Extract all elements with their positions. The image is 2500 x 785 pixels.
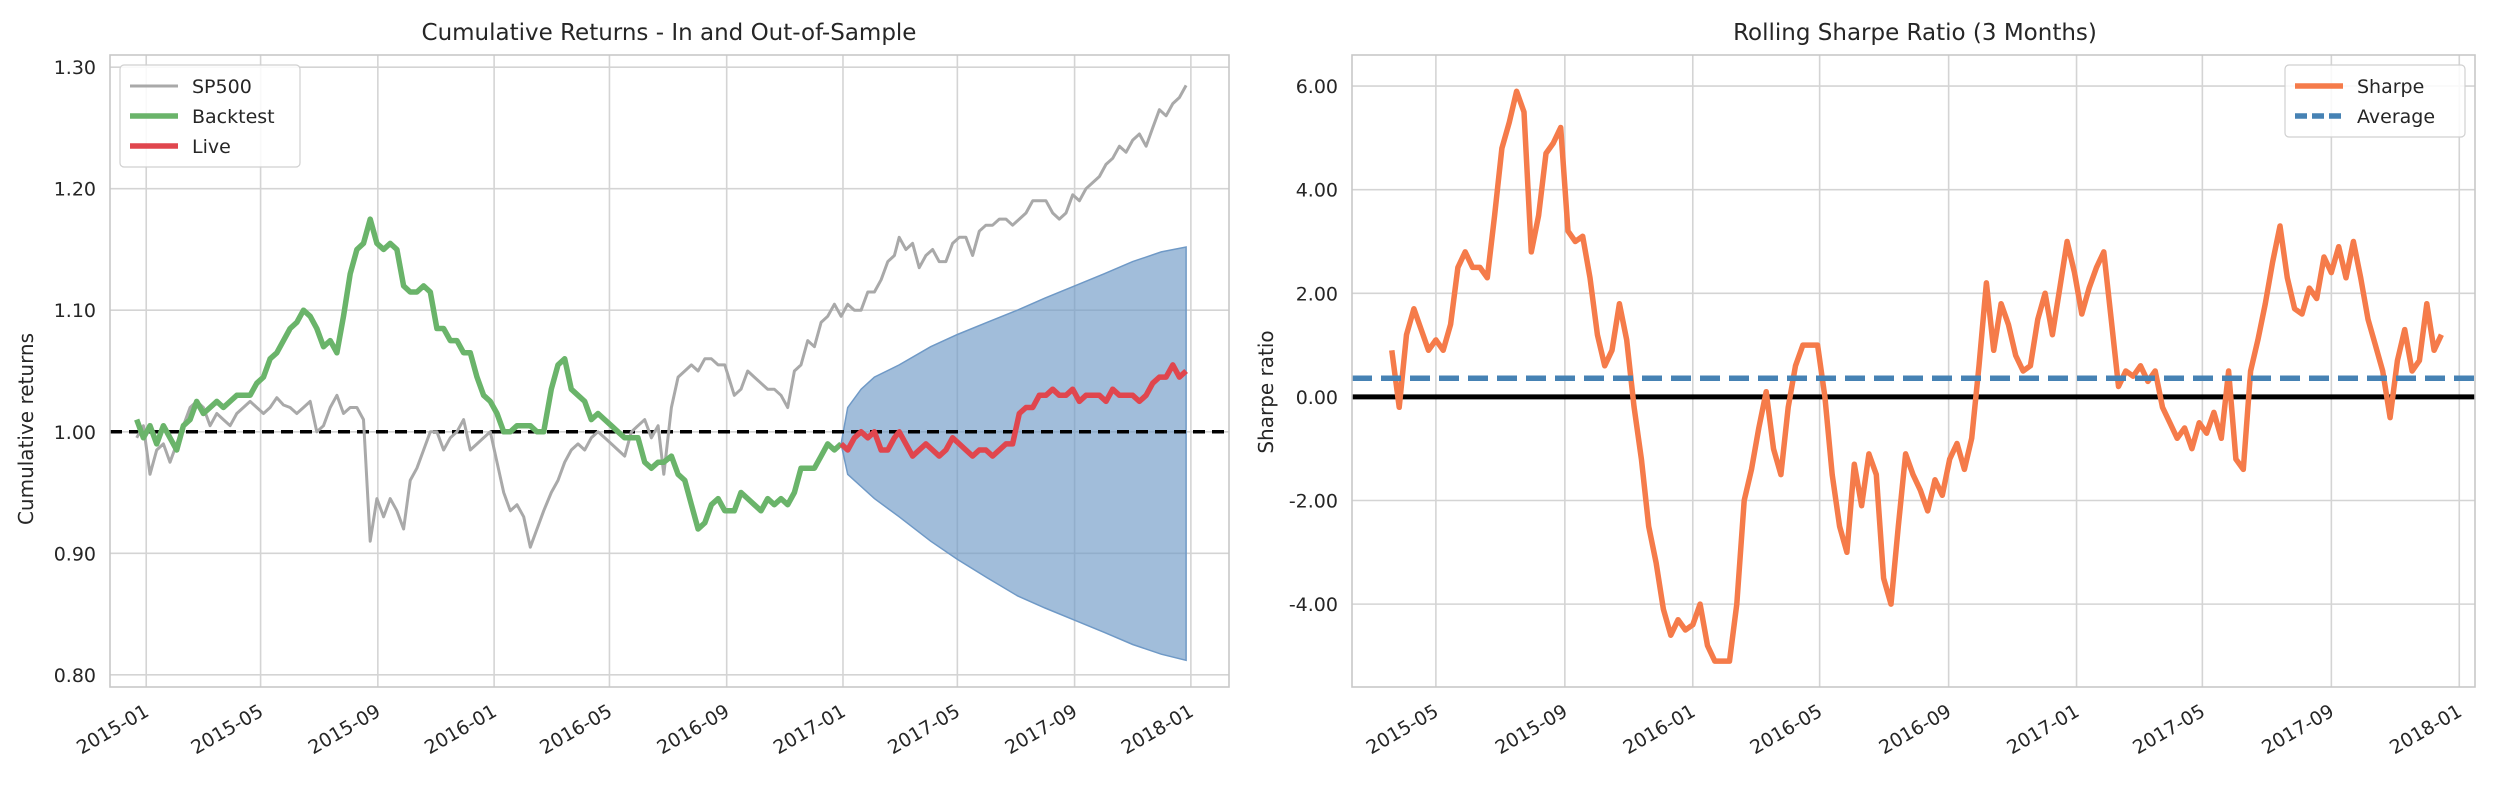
series-line-sp500 xyxy=(135,84,1188,549)
y-tick-label: 0.80 xyxy=(54,665,96,687)
x-tick-labels: 2015-01 2015-05 2015-09 2016-01 2016-05 2016-… xyxy=(73,700,1197,759)
y-tick-label: 2.00 xyxy=(1296,283,1338,305)
x-tick-label: 2018-01 xyxy=(1118,700,1198,759)
x-tick-label: 2017-05 xyxy=(884,700,964,759)
legend: SP500 Backtest Live xyxy=(119,64,301,168)
x-tick-labels: 2015-05 2015-09 2016-01 2016-05 2016-09 2017-… xyxy=(1363,700,2466,759)
legend-label-live: Live xyxy=(192,136,231,158)
y-tick-label: -2.00 xyxy=(1289,491,1338,513)
x-tick-label: 2015-09 xyxy=(1492,700,1572,759)
x-tick-label: 2015-05 xyxy=(1363,700,1443,759)
plot-frame xyxy=(109,54,1230,688)
y-tick-label: 6.00 xyxy=(1296,76,1338,98)
x-tick-label: 2016-05 xyxy=(536,700,616,759)
x-tick-label: 2016-01 xyxy=(1620,700,1700,759)
plot-frame xyxy=(1351,54,2476,688)
x-tick-label: 2017-09 xyxy=(2258,700,2338,759)
x-tick-label: 2017-09 xyxy=(1001,700,1081,759)
cone-area xyxy=(840,246,1187,662)
x-tick-label: 2016-09 xyxy=(1875,700,1955,759)
y-tick-label: 1.00 xyxy=(54,422,96,444)
series-lines xyxy=(1352,88,2475,664)
x-tick-label: 2016-05 xyxy=(1746,700,1826,759)
x-tick-label: 2015-09 xyxy=(305,700,385,759)
y-tick-label: 4.00 xyxy=(1296,180,1338,202)
y-tick-label: 1.20 xyxy=(54,179,96,201)
legend-box xyxy=(2284,64,2466,138)
series-line-backtest xyxy=(134,216,843,532)
y-tick-label: 0.00 xyxy=(1296,387,1338,409)
legend-label-sp500: SP500 xyxy=(192,76,252,98)
y-tick-label: -4.00 xyxy=(1289,594,1338,616)
legend-label-sharpe: Sharpe xyxy=(2357,76,2424,98)
legend-label-average: Average xyxy=(2357,106,2435,128)
rolling-sharpe-chart: Rolling Sharpe Ratio (3 Months) Sharpe r… xyxy=(1254,20,2476,759)
y-axis-label: Sharpe ratio xyxy=(1254,330,1278,453)
x-tick-label: 2015-05 xyxy=(187,700,267,759)
cumulative-returns-chart: Cumulative Returns - In and Out-of-Sampl… xyxy=(14,20,1230,759)
x-tick-label: 2018-01 xyxy=(2386,700,2466,759)
x-tick-label: 2017-01 xyxy=(2003,700,2083,759)
y-tick-label: 1.10 xyxy=(54,300,96,322)
x-tick-label: 2015-01 xyxy=(73,700,153,759)
chart-title: Rolling Sharpe Ratio (3 Months) xyxy=(1733,20,2097,46)
legend-box xyxy=(119,64,301,168)
x-tick-label: 2016-09 xyxy=(653,700,733,759)
series-line-live xyxy=(839,362,1188,459)
x-tick-label: 2017-01 xyxy=(770,700,850,759)
chart-title: Cumulative Returns - In and Out-of-Sampl… xyxy=(422,20,917,46)
y-axis-label: Cumulative returns xyxy=(14,333,38,525)
series-line-sharpe xyxy=(1389,88,2444,664)
y-tick-label: 0.90 xyxy=(54,543,96,565)
y-tick-labels: -4.00 -2.00 0.00 2.00 4.00 6.00 xyxy=(1289,76,1338,616)
legend: Sharpe Average xyxy=(2284,64,2466,138)
y-tick-labels: 0.80 0.90 1.00 1.10 1.20 1.30 xyxy=(54,57,96,687)
forecast-cone xyxy=(840,246,1187,662)
x-tick-label: 2017-05 xyxy=(2129,700,2209,759)
grid-lines xyxy=(1352,55,2475,687)
legend-label-backtest: Backtest xyxy=(192,106,275,128)
series-lines xyxy=(134,84,1188,549)
x-tick-label: 2016-01 xyxy=(421,700,501,759)
y-tick-label: 1.30 xyxy=(54,57,96,79)
